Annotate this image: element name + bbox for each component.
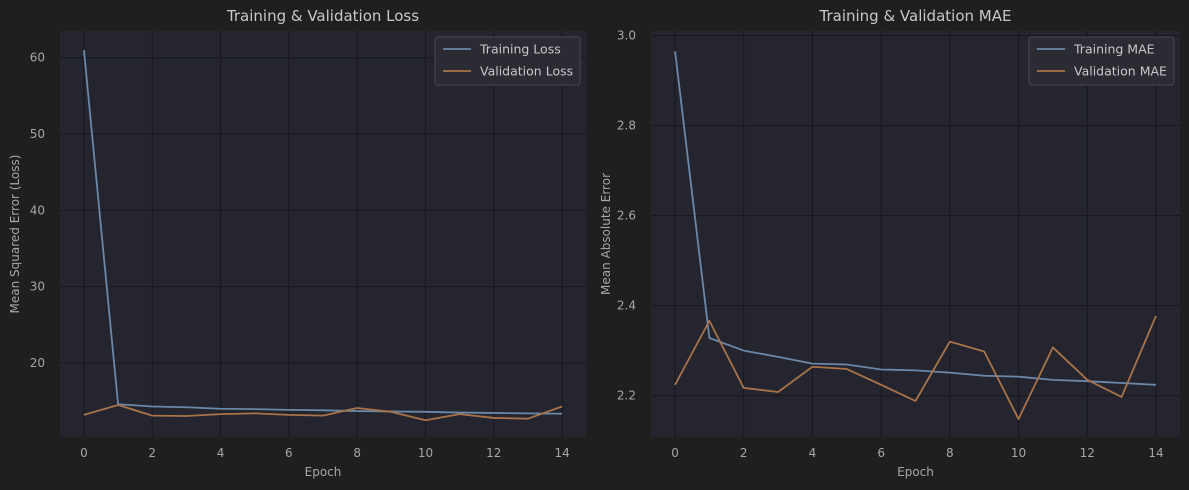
- series-line-training-loss: [83, 49, 563, 415]
- mae-chart-y-tick-label: 2.8: [617, 119, 636, 133]
- loss-chart-panel: 0 2 4 6 8 10 12 14 20 30 40 50 60 Training & Validat…: [8, 7, 586, 479]
- series-line-validation-loss: [83, 404, 563, 422]
- mae-chart-x-tick-label: 10: [1011, 446, 1026, 460]
- mae-chart-x-tick-label: 14: [1148, 446, 1163, 460]
- mae-chart-x-tick-label: 2: [740, 446, 748, 460]
- loss-chart-x-axis-label: Epoch: [305, 465, 342, 479]
- mae-chart-y-tick-label: 2.4: [617, 299, 636, 313]
- loss-chart-x-tick-label: 2: [148, 446, 156, 460]
- mae-chart-x-tick-label: 6: [877, 446, 885, 460]
- legend-label-validation-mae: Validation MAE: [1074, 64, 1167, 79]
- loss-chart-y-tick-label: 40: [30, 203, 45, 217]
- loss-chart-x-tick-label: 4: [217, 446, 225, 460]
- loss-chart-x-tick-label: 12: [486, 446, 501, 460]
- loss-chart-ticks: 0 2 4 6 8 10 12 14 20 30 40 50 60: [30, 51, 570, 460]
- loss-chart-y-tick-label: 60: [30, 51, 45, 65]
- mae-chart-x-tick-label: 0: [671, 446, 679, 460]
- series-line-training-mae: [674, 51, 1156, 386]
- mae-chart-x-tick-label: 8: [946, 446, 954, 460]
- loss-chart-title: Training & Validation Loss: [226, 7, 419, 25]
- loss-chart-x-tick-label: 6: [285, 446, 293, 460]
- mae-chart-x-tick-label: 4: [809, 446, 817, 460]
- loss-chart-plot-area: [60, 31, 586, 437]
- loss-chart-y-tick-label: 30: [30, 280, 45, 294]
- loss-chart-x-tick-label: 14: [554, 446, 569, 460]
- series-line-validation-mae: [674, 315, 1157, 420]
- loss-chart-x-tick-label: 0: [80, 446, 88, 460]
- mae-chart-legend: Training MAE Validation MAE: [1028, 36, 1175, 86]
- loss-chart-series-lines: [83, 49, 563, 422]
- loss-chart-legend-box: [434, 36, 581, 86]
- legend-label-validation-loss: Validation Loss: [480, 64, 573, 79]
- mae-chart-series-lines: [674, 51, 1157, 420]
- loss-chart-y-axis-label: Mean Squared Error (Loss): [8, 155, 22, 314]
- mae-chart-y-axis-label: Mean Absolute Error: [599, 173, 613, 295]
- mae-chart-ticks: 0 2 4 6 8 10 12 14 2.2 2.4 2.6 2.8 3.0: [617, 29, 1164, 460]
- mae-chart-title: Training & Validation MAE: [819, 7, 1012, 25]
- mae-chart-plot-area: [651, 31, 1180, 437]
- mae-chart-panel: 0 2 4 6 8 10 12 14 2.2 2.4 2.6 2.8 3.0 Training & Va…: [599, 7, 1180, 479]
- mae-chart-legend-box: [1028, 36, 1175, 86]
- mae-chart-x-tick-label: 12: [1080, 446, 1095, 460]
- loss-chart-y-tick-label: 20: [30, 356, 45, 370]
- mae-chart-x-axis-label: Epoch: [897, 465, 934, 479]
- loss-chart-x-tick-label: 10: [418, 446, 433, 460]
- legend-label-training-loss: Training Loss: [479, 42, 561, 57]
- loss-chart-x-tick-label: 8: [353, 446, 361, 460]
- mae-chart-y-tick-label: 2.2: [617, 389, 636, 403]
- mae-chart-y-tick-label: 2.6: [617, 209, 636, 223]
- legend-label-training-mae: Training MAE: [1073, 42, 1155, 57]
- loss-chart-y-tick-label: 50: [30, 127, 45, 141]
- mae-chart-y-tick-label: 3.0: [617, 29, 636, 43]
- loss-chart-legend: Training Loss Validation Loss: [434, 36, 581, 86]
